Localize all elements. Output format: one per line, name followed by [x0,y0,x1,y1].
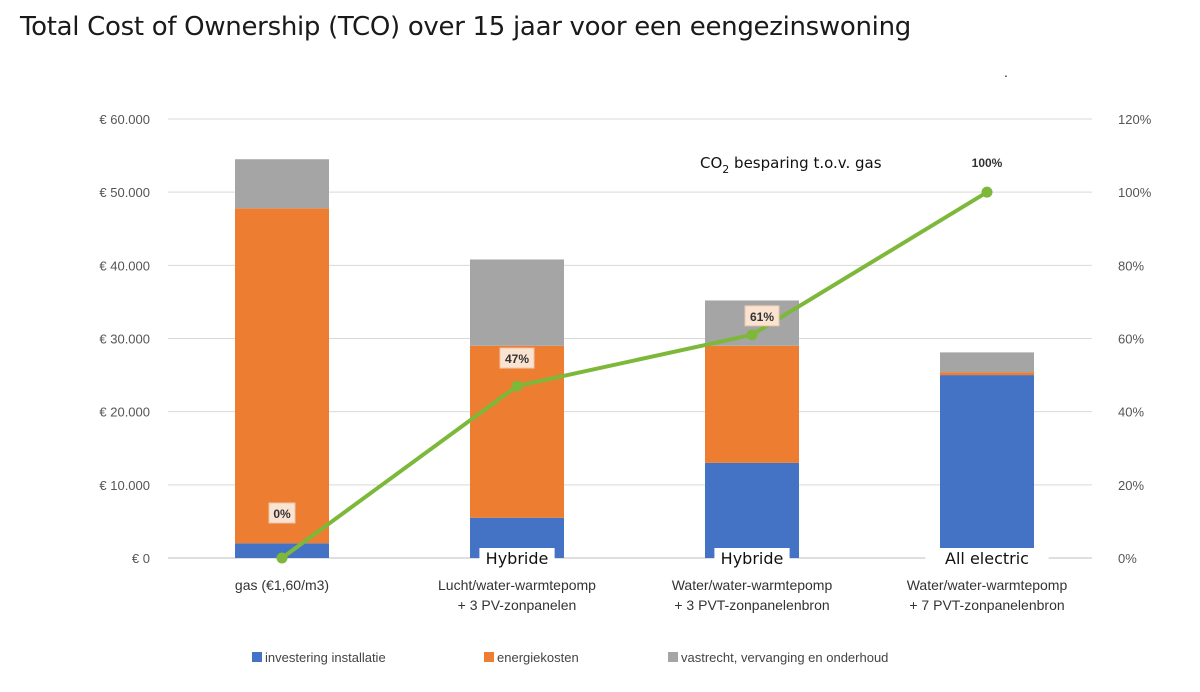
y-right-tick-label: 120% [1118,112,1152,127]
co2-annotation: CO2 besparing t.o.v. gas [700,154,882,176]
category-label: Water/water-warmtepomp [907,577,1068,593]
co2-label: 47% [505,352,529,366]
category-tag-background [479,548,555,568]
bar-segment [940,375,1034,558]
y-right-tick-label: 80% [1118,258,1144,273]
legend-swatch [668,652,678,662]
bar-segment [470,345,564,518]
co2-label: 0% [273,507,291,521]
category-tag: Hybride [486,549,549,568]
y-left-tick-label: € 0 [132,551,150,566]
co2-label-box [744,305,780,327]
co2-point [746,329,758,341]
category-label: Lucht/water-warmtepomp [438,577,596,593]
y-right-tick-label: 100% [1118,185,1152,200]
bar-segment [705,345,799,463]
y-right-tick-label: 40% [1118,405,1144,420]
co2-label: 61% [750,310,774,324]
legend-label: investering installatie [265,650,386,665]
y-left-tick-label: € 40.000 [99,258,150,273]
category-label: Water/water-warmtepomp [672,577,833,593]
legend-swatch [252,652,262,662]
co2-label-box [499,347,535,369]
y-left-tick-label: € 20.000 [99,405,150,420]
co2-point [511,380,523,392]
bar-segment [940,352,1034,373]
y-left-tick-label: € 30.000 [99,332,150,347]
category-label: + 3 PV-zonpanelen [458,597,577,613]
category-tag: All electric [945,549,1029,568]
y-left-tick-label: € 50.000 [99,185,150,200]
bar-segment [235,543,329,558]
co2-point [981,186,993,198]
category-label: + 7 PVT-zonpanelenbron [909,597,1064,613]
category-tag: Hybride [721,549,784,568]
bar-segment [705,462,799,558]
co2-point [276,552,288,564]
category-tag-background [714,548,790,568]
y-right-tick-label: 20% [1118,478,1144,493]
legend-swatch [484,652,494,662]
category-tag-background [925,548,1049,568]
y-right-tick-label: 60% [1118,332,1144,347]
legend-label: energiekosten [497,650,579,665]
y-left-tick-label: € 10.000 [99,478,150,493]
legend-label: vastrecht, vervanging en onderhoud [681,650,888,665]
co2-label: 100% [972,156,1003,170]
bar-segment [235,159,329,209]
stray-mark: . [1004,64,1008,80]
y-left-tick-label: € 60.000 [99,112,150,127]
bar-segment [470,259,564,346]
y-right-tick-label: 0% [1118,551,1137,566]
co2-label-box [268,502,296,524]
category-label: + 3 PVT-zonpanelenbron [674,597,829,613]
bar-segment [235,208,329,544]
chart-title: Total Cost of Ownership (TCO) over 15 ja… [20,12,911,42]
co2-line [280,190,989,560]
category-label: gas (€1,60/m3) [235,577,329,593]
bar-segment [940,372,1034,376]
